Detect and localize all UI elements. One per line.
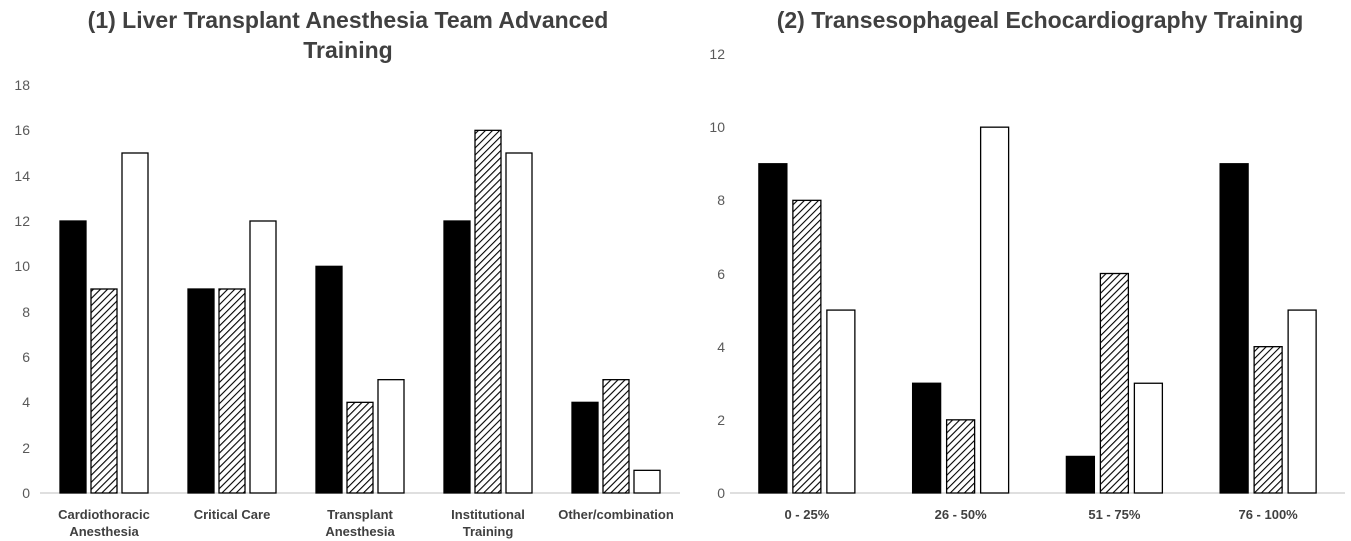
bar bbox=[218, 288, 246, 494]
y-tick-label: 12 bbox=[709, 46, 725, 62]
bar bbox=[1133, 382, 1164, 494]
bar bbox=[474, 129, 502, 494]
x-tick-label: Transplant Anesthesia bbox=[325, 507, 395, 539]
bar bbox=[443, 220, 471, 494]
bar bbox=[346, 401, 374, 494]
y-tick-label: 2 bbox=[22, 439, 30, 456]
bar bbox=[945, 419, 976, 494]
x-tick-label: 51 - 75% bbox=[1088, 507, 1141, 522]
y-tick-label: 14 bbox=[14, 167, 30, 184]
chart-title: (2) Transesophageal Echocardiography Tra… bbox=[776, 7, 1304, 33]
y-tick-label: 0 bbox=[717, 485, 725, 501]
bar bbox=[1287, 309, 1317, 494]
bar bbox=[1099, 272, 1130, 494]
x-tick-label: Cardiothoracic Anesthesia bbox=[58, 507, 150, 539]
y-tick-label: 4 bbox=[22, 394, 30, 411]
bar bbox=[377, 379, 405, 494]
y-tick-label: 8 bbox=[717, 192, 725, 209]
bar bbox=[90, 288, 118, 494]
bar bbox=[1219, 163, 1249, 494]
y-tick-label: 4 bbox=[717, 338, 725, 355]
x-tick-label: 0 - 25% bbox=[784, 507, 830, 522]
bar bbox=[911, 382, 942, 494]
bar bbox=[571, 401, 599, 494]
bar bbox=[187, 288, 215, 494]
chart-title: (1) Liver Transplant Anesthesia Team Adv… bbox=[87, 7, 609, 63]
bar bbox=[121, 152, 149, 494]
x-tick-label: 26 - 50% bbox=[934, 507, 987, 522]
y-tick-label: 10 bbox=[14, 258, 30, 275]
y-tick-label: 16 bbox=[14, 122, 30, 139]
bar bbox=[315, 265, 343, 494]
y-tick-label: 0 bbox=[22, 485, 30, 501]
bar bbox=[1065, 455, 1096, 494]
y-tick-label: 10 bbox=[709, 119, 725, 136]
x-tick-label: Institutional Training bbox=[451, 507, 525, 539]
y-tick-label: 18 bbox=[14, 77, 30, 93]
y-tick-label: 2 bbox=[717, 411, 725, 428]
bar bbox=[602, 379, 630, 494]
y-tick-label: 6 bbox=[22, 349, 30, 365]
bar bbox=[249, 220, 277, 494]
x-tick-label: Other/combination bbox=[558, 507, 674, 522]
bar bbox=[758, 163, 788, 494]
bar bbox=[59, 220, 87, 494]
bar bbox=[633, 469, 661, 494]
bar bbox=[1253, 346, 1283, 494]
bar bbox=[792, 199, 822, 494]
x-tick-label: 76 - 100% bbox=[1238, 507, 1298, 522]
y-tick-label: 6 bbox=[717, 265, 725, 282]
bar bbox=[979, 126, 1010, 494]
x-tick-label: Critical Care bbox=[193, 507, 271, 522]
y-tick-label: 12 bbox=[14, 213, 30, 229]
bar bbox=[505, 152, 533, 494]
bar bbox=[826, 309, 856, 494]
y-tick-label: 8 bbox=[22, 303, 30, 320]
